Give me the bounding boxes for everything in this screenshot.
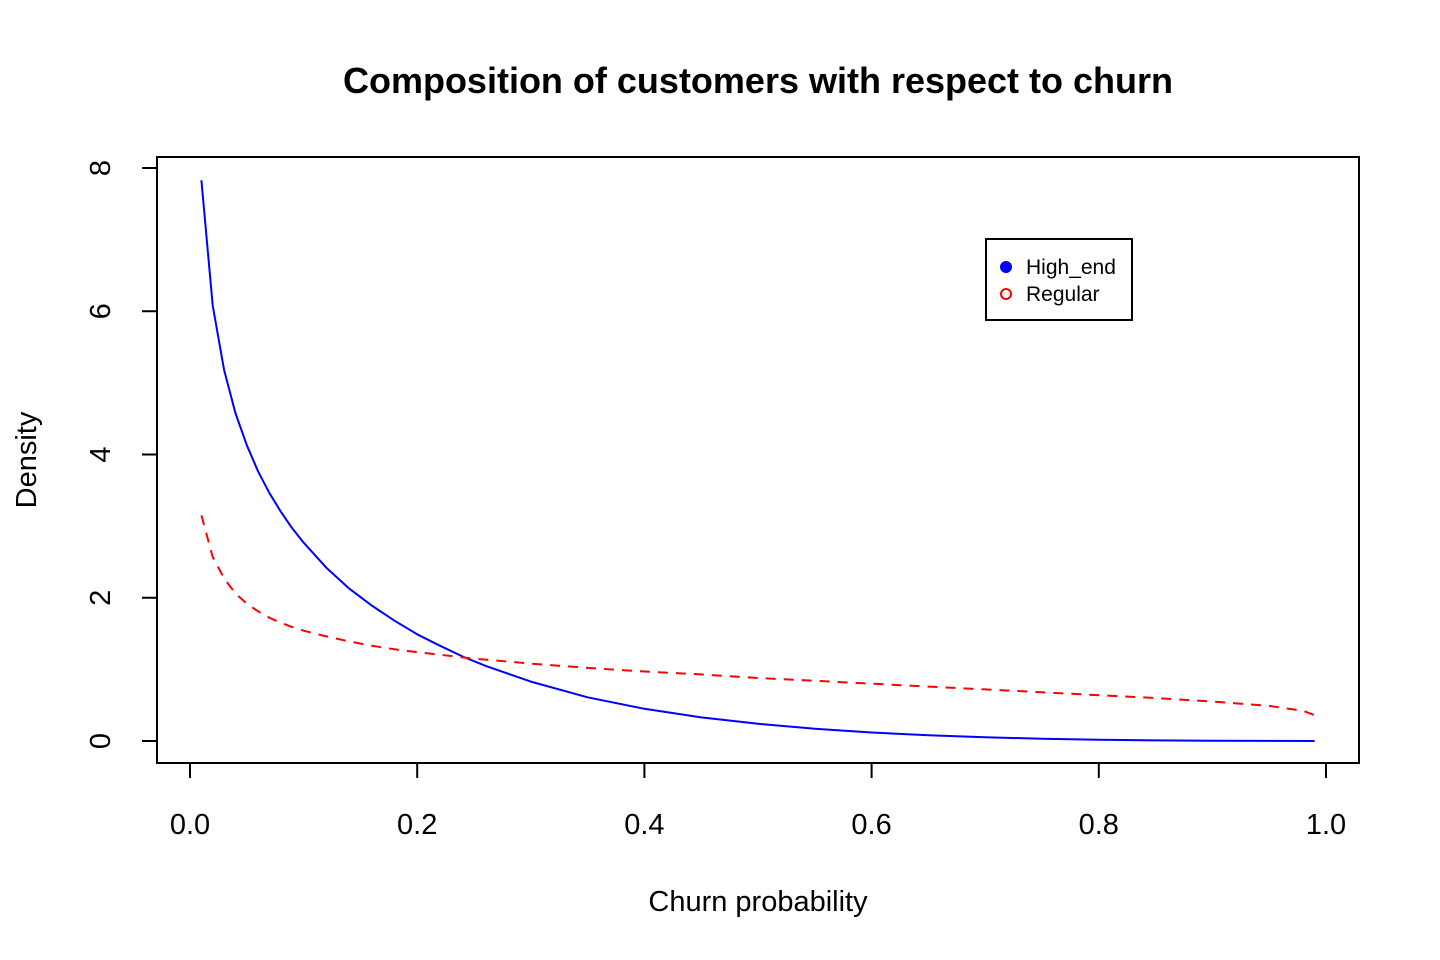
x-tick-label: 1.0 [1306, 809, 1346, 841]
plot-frame [156, 156, 1360, 764]
x-axis: 0.0 0.2 0.4 0.6 0.8 1.0 [170, 762, 1346, 841]
y-tick-label: 2 [85, 590, 117, 606]
series-line-regular [200, 515, 1315, 717]
y-tick-label: 8 [85, 160, 117, 176]
y-tick-label: 0 [85, 733, 117, 749]
legend-marker-regular [1000, 288, 1012, 300]
y-axis-label: Density [11, 411, 43, 508]
legend-label-high-end: High_end [1026, 256, 1116, 279]
series-layer [200, 180, 1315, 742]
x-tick-label: 0.8 [1079, 809, 1119, 841]
x-tick-label: 0.4 [624, 809, 664, 841]
legend-marker-high-end [1000, 261, 1012, 273]
y-axis: 0 2 4 6 8 [85, 160, 158, 749]
legend: High_end Regular [985, 238, 1133, 321]
legend-label-regular: Regular [1026, 283, 1100, 306]
x-axis-label: Churn probability [648, 886, 868, 918]
chart-title: Composition of customers with respect to… [343, 60, 1173, 101]
x-tick-label: 0.0 [170, 809, 210, 841]
y-tick-label: 4 [85, 446, 117, 462]
legend-box [985, 238, 1133, 321]
x-tick-label: 0.6 [851, 809, 891, 841]
series-line-high-end [200, 180, 1315, 742]
x-tick-label: 0.2 [397, 809, 437, 841]
legend-items: High_end Regular [1000, 256, 1116, 306]
y-tick-label: 6 [85, 303, 117, 319]
